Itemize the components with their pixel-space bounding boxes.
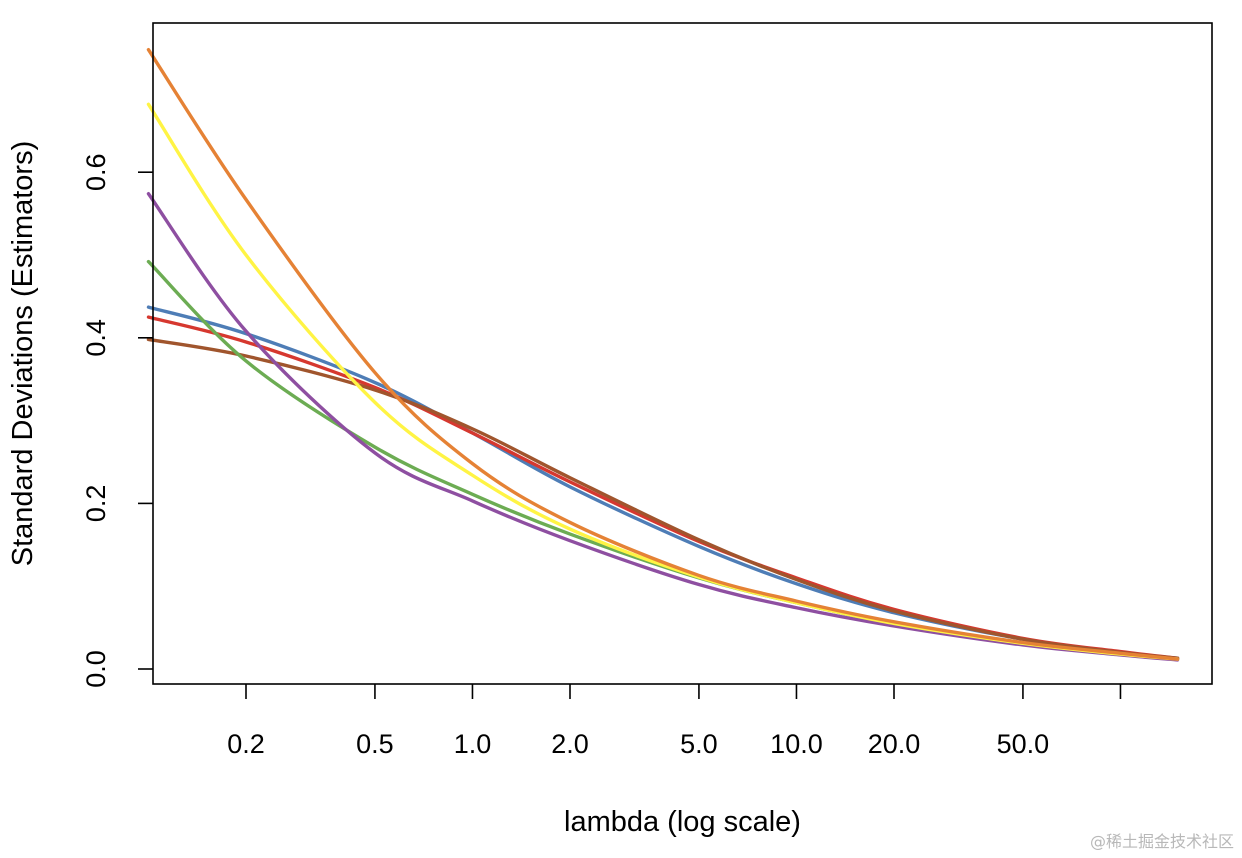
x-axis-title: lambda (log scale)	[564, 806, 801, 838]
y-tick-label: 0.4	[81, 319, 111, 357]
series-line-5	[146, 192, 1180, 662]
x-tick-label: 20.0	[868, 729, 921, 759]
x-tick-label: 1.0	[454, 729, 492, 759]
x-tick-label: 2.0	[551, 729, 589, 759]
y-axis-title: Standard Deviations (Estimators)	[7, 141, 39, 567]
x-axis: 0.2 0.5 1.0 2.0 5.0 10.0 20.0 50.0	[227, 684, 1122, 759]
x-tick-label: 0.2	[227, 729, 265, 759]
plot-frame	[152, 22, 1213, 685]
watermark: @稀土掘金技术社区	[1089, 832, 1234, 851]
x-tick-label: 5.0	[680, 729, 718, 759]
y-tick-label: 0.6	[81, 153, 111, 191]
y-tick-label: 0.0	[81, 650, 111, 688]
y-axis: 0.0 0.2 0.4 0.6	[81, 153, 153, 688]
series-line-6	[146, 102, 1180, 661]
x-tick-label: 0.5	[356, 729, 394, 759]
x-tick-label: 10.0	[770, 729, 823, 759]
series-line-3	[146, 337, 1180, 660]
y-tick-label: 0.2	[81, 485, 111, 523]
series-line-4	[146, 259, 1180, 661]
series-lines	[146, 47, 1180, 662]
x-tick-label: 50.0	[997, 729, 1050, 759]
series-line-7	[146, 47, 1180, 661]
